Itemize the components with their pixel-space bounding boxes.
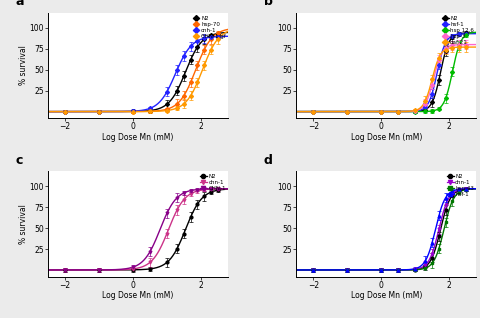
Y-axis label: % survival: % survival <box>19 204 28 244</box>
Legend: N2, hsf-1, hsp 12.6, hsp-3, daf-21: N2, hsf-1, hsp 12.6, hsp-3, daf-21 <box>440 14 474 46</box>
Text: d: d <box>264 154 272 167</box>
Text: c: c <box>16 154 23 167</box>
Text: b: b <box>264 0 272 9</box>
X-axis label: Log Dose Mn (mM): Log Dose Mn (mM) <box>102 133 173 142</box>
X-axis label: Log Dose Mn (mM): Log Dose Mn (mM) <box>350 133 421 142</box>
Legend: N2, chn-1, CHN-1: N2, chn-1, CHN-1 <box>199 173 227 192</box>
Legend: N2, hsp-70, cnh-1, CHN-1 gf: N2, hsp-70, cnh-1, CHN-1 gf <box>192 14 227 40</box>
Legend: N2, chn-1, hsp-43, hsf-1: N2, chn-1, hsp-43, hsf-1 <box>445 173 474 198</box>
Text: a: a <box>16 0 24 9</box>
X-axis label: Log Dose Mn (mM): Log Dose Mn (mM) <box>350 291 421 300</box>
Y-axis label: % survival: % survival <box>19 45 28 86</box>
X-axis label: Log Dose Mn (mM): Log Dose Mn (mM) <box>102 291 173 300</box>
